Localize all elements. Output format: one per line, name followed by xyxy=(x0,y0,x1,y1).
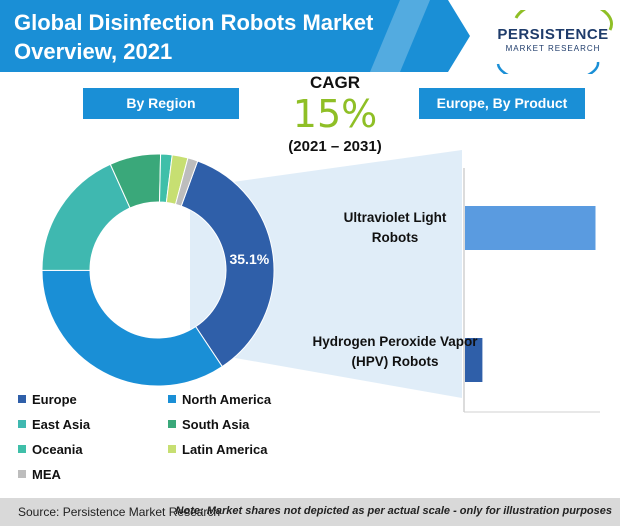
donut-slice xyxy=(41,163,131,271)
legend-swatch xyxy=(168,445,176,453)
legend-item: North America xyxy=(168,392,271,407)
title-banner xyxy=(0,0,470,72)
bar-category-label: Hydrogen Peroxide Vapor (HPV) Robots xyxy=(312,334,478,369)
legend-label: Europe xyxy=(32,392,77,407)
legend-swatch xyxy=(168,395,176,403)
cagr-label: CAGR xyxy=(309,73,361,92)
page-title: Global Disinfection Robots Market Overvi… xyxy=(14,10,374,64)
legend-label: South Asia xyxy=(182,417,250,432)
logo-name: PERSISTENCE xyxy=(497,26,609,43)
legend-label: Oceania xyxy=(32,442,83,457)
legend-item: Europe xyxy=(18,392,77,407)
slice-data-label: 35.1% xyxy=(229,251,269,267)
title-banner-shape xyxy=(0,0,470,72)
legend-swatch xyxy=(18,470,26,478)
legend-item: MEA xyxy=(18,467,61,482)
legend-swatch xyxy=(18,395,26,403)
legend-item: Latin America xyxy=(168,442,268,457)
product-bar xyxy=(465,338,483,382)
europe-by-product-label: Europe, By Product xyxy=(419,88,585,119)
legend-swatch xyxy=(168,420,176,428)
note-text: Note: Market shares not depicted as per … xyxy=(175,505,612,517)
legend-item: East Asia xyxy=(18,417,90,432)
legend-item: Oceania xyxy=(18,442,83,457)
by-region-label: By Region xyxy=(83,88,239,119)
legend-swatch xyxy=(18,420,26,428)
logo-subtitle: MARKET RESEARCH xyxy=(505,44,601,53)
legend-label: Latin America xyxy=(182,442,268,457)
cagr-value: 15% xyxy=(292,92,378,136)
footer-bar: Source: Persistence Market Research Note… xyxy=(0,498,620,526)
cagr-period: (2021 – 2031) xyxy=(288,138,382,155)
legend-label: East Asia xyxy=(32,417,91,432)
donut-slice xyxy=(41,269,223,387)
product-bar xyxy=(465,206,596,250)
legend-label: North America xyxy=(182,392,272,407)
legend-item: South Asia xyxy=(168,417,249,432)
source-text: Source: Persistence Market Research xyxy=(18,505,221,519)
donut-slice xyxy=(174,157,199,207)
bar-category-label: Ultraviolet Light Robots xyxy=(343,210,447,245)
donut-slice xyxy=(180,160,275,368)
legend-label: MEA xyxy=(32,467,61,482)
legend-swatch xyxy=(18,445,26,453)
